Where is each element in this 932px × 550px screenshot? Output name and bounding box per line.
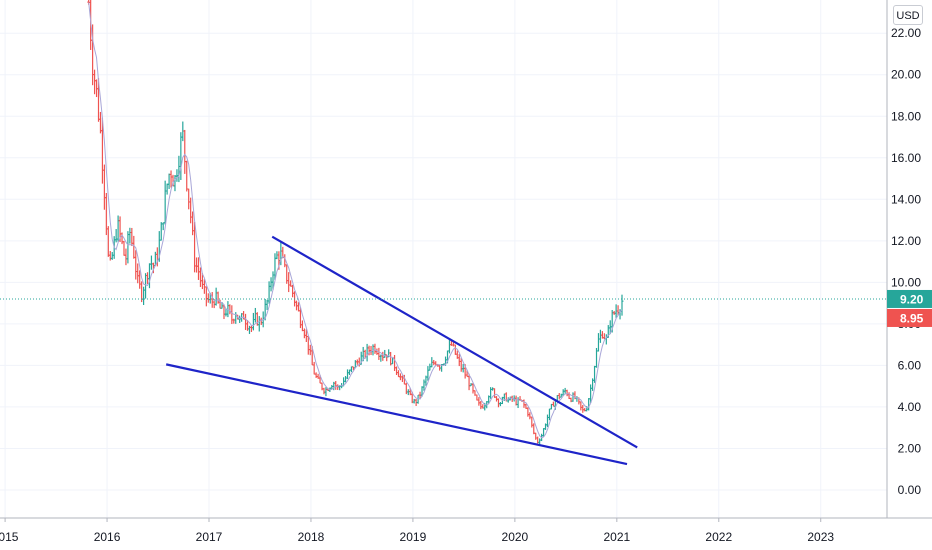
grid-layer — [0, 0, 887, 518]
x-tick-label: 2021 — [603, 530, 630, 544]
y-tick-label: 18.00 — [891, 109, 921, 123]
currency-button[interactable]: USD — [893, 5, 923, 25]
last-price-tag-label: 9.20 — [900, 292, 924, 306]
last-price-tag — [887, 289, 932, 308]
x-tick-label: 2020 — [502, 530, 529, 544]
y-tick-label: 16.00 — [891, 151, 921, 165]
price-tag-layer: 9.20 8.95 — [887, 289, 932, 327]
y-tick-label: 14.00 — [891, 192, 921, 206]
y-tick-label: 10.00 — [891, 275, 921, 289]
x-tick-label: 2019 — [400, 530, 427, 544]
y-tick-label: 2.00 — [898, 441, 922, 455]
previous-close-tag — [887, 308, 932, 327]
y-tick-label: 4.00 — [898, 400, 922, 414]
y-tick-label: 12.00 — [891, 234, 921, 248]
x-tick-label: 2015 — [0, 530, 19, 544]
y-tick-label: 0.00 — [898, 483, 922, 497]
x-tick-label: 2022 — [705, 530, 732, 544]
y-tick-label: 22.00 — [891, 26, 921, 40]
upper-trendline — [271, 235, 638, 449]
moving-average-line — [88, 2, 623, 439]
x-tick-label: 2016 — [94, 530, 121, 544]
moving-average-layer — [88, 2, 623, 439]
x-tick-label: 2023 — [807, 530, 834, 544]
trendline-drawing-layer[interactable] — [165, 235, 638, 466]
x-tick-label: 2017 — [196, 530, 223, 544]
previous-close-tag-label: 8.95 — [900, 311, 924, 325]
ohlc-bar-layer — [87, 0, 624, 445]
lower-trendline — [165, 363, 628, 466]
y-tick-label: 6.00 — [898, 358, 922, 372]
y-tick-label: 20.00 — [891, 68, 921, 82]
x-tick-label: 2018 — [298, 530, 325, 544]
